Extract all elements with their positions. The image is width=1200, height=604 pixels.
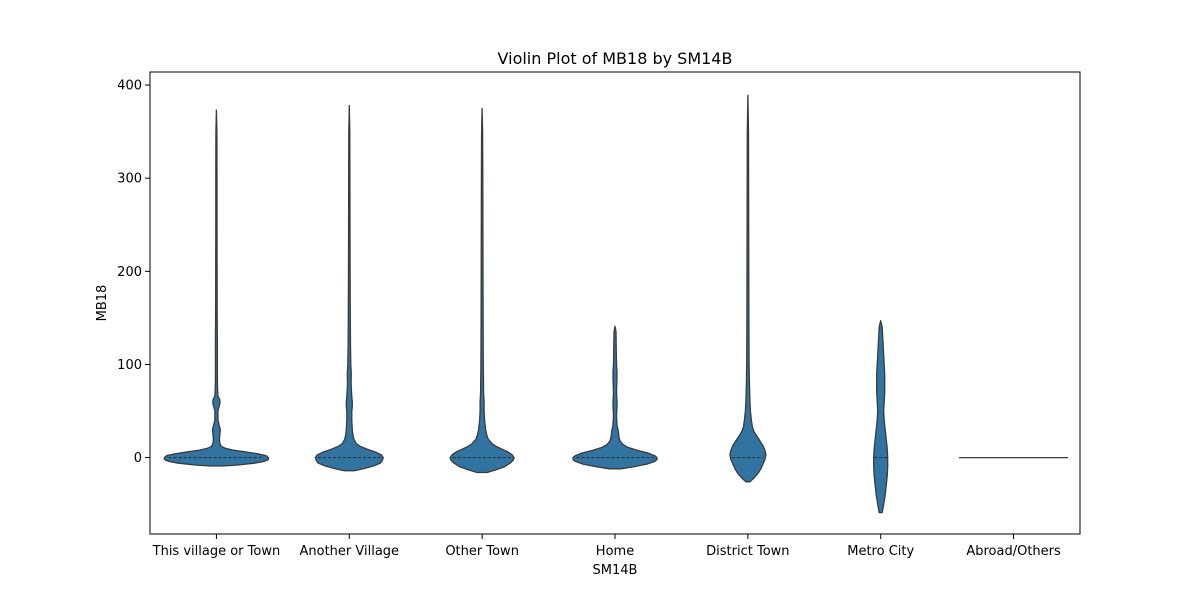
violin-district-town (729, 94, 767, 483)
violin-metro-city (873, 320, 889, 514)
y-tick-label: 100 (117, 358, 142, 373)
y-tick-label: 0 (134, 451, 142, 466)
y-axis: 0 100 200 300 400 (117, 79, 150, 466)
x-tick-label: This village or Town (152, 544, 281, 559)
chart-title: Violin Plot of MB18 by SM14B (498, 49, 733, 68)
y-tick-label: 400 (117, 79, 142, 94)
x-tick-label: District Town (706, 544, 789, 559)
violin-another-village (314, 104, 384, 472)
plot-area (163, 94, 1069, 514)
x-tick-label: Abroad/Others (966, 544, 1061, 559)
violin-this-village-or-town (163, 109, 270, 467)
y-axis-label: MB18 (95, 285, 110, 322)
y-tick-label: 200 (117, 265, 142, 280)
x-tick-label: Another Village (300, 544, 400, 559)
x-axis: This village or Town Another Village Other… (152, 534, 1061, 559)
violin-home (572, 325, 658, 470)
y-tick-label: 300 (117, 172, 142, 187)
x-tick-label: Metro City (847, 544, 914, 559)
x-tick-label: Home (596, 544, 634, 559)
x-axis-label: SM14B (593, 563, 638, 578)
x-tick-label: Other Town (445, 544, 519, 559)
violin-other-town (449, 107, 515, 474)
